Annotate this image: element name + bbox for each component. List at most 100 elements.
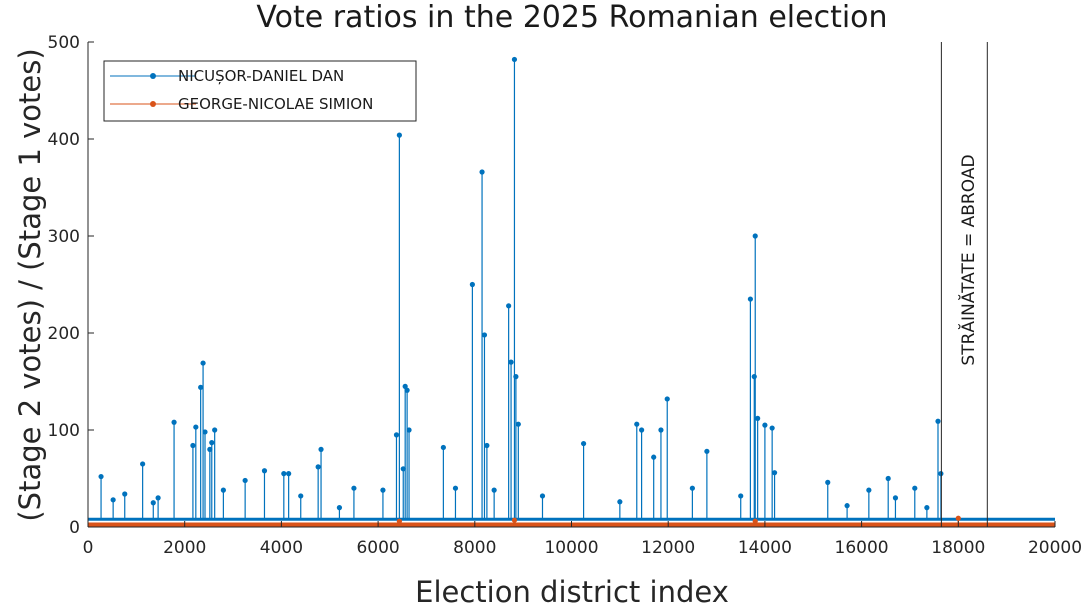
series-point (704, 448, 710, 454)
series-point (924, 505, 930, 511)
x-tick-label: 6000 (356, 538, 399, 558)
series-point (479, 169, 485, 175)
axes: 0 2000 4000 6000 8000 10000 12000 14000 16000 180… (48, 33, 1083, 558)
series-point (452, 485, 459, 491)
series-point (150, 500, 156, 506)
series-point (202, 429, 208, 435)
legend-marker-simion (150, 101, 156, 107)
series-point (751, 374, 757, 380)
series-point (220, 487, 226, 493)
series-point (402, 383, 408, 389)
series-point (336, 505, 343, 511)
y-tick-label: 300 (48, 227, 80, 247)
series-point (511, 517, 518, 523)
series-point (209, 440, 215, 446)
plot-area (88, 42, 1055, 527)
series-point (935, 418, 941, 424)
series-point (481, 332, 488, 338)
x-tick-label: 12000 (641, 538, 695, 558)
x-tick-label: 18000 (931, 538, 985, 558)
series-point (155, 495, 161, 501)
series-point (491, 487, 497, 493)
x-tick-label: 4000 (260, 538, 303, 558)
series-point (513, 374, 519, 380)
series-point (404, 387, 410, 393)
series-point (396, 518, 402, 524)
series-point (406, 427, 412, 433)
series-point (171, 419, 177, 425)
series-point (200, 360, 206, 366)
series-point (664, 396, 670, 402)
series-point (298, 493, 304, 499)
legend: NICUȘOR-DANIEL DAN GEORGE-NICOLAE SIMION (103, 60, 417, 122)
series-point (689, 485, 695, 491)
series-point (198, 384, 204, 390)
series-point (634, 421, 640, 427)
series-point (844, 503, 850, 509)
x-axis-label: Election district index (415, 575, 729, 606)
chart-title: Vote ratios in the 2025 Romanian electio… (256, 0, 887, 35)
series-point (393, 432, 400, 438)
series-0 (88, 56, 1055, 521)
series-point (98, 473, 104, 480)
series-point (617, 499, 623, 505)
x-tick-label: 16000 (835, 538, 889, 558)
series-point (580, 440, 587, 447)
series-point (771, 470, 778, 476)
y-tick-label: 400 (48, 130, 80, 150)
series-point (261, 468, 268, 474)
series-point (752, 518, 758, 524)
series-point (755, 415, 761, 421)
abroad-boundaries (940, 42, 988, 527)
series-point (955, 515, 961, 521)
series-point (508, 359, 514, 365)
series-point (506, 303, 512, 309)
series-point (762, 422, 768, 428)
series-point (440, 444, 446, 451)
series-point (286, 471, 292, 477)
series-point (866, 487, 872, 493)
data-marks (88, 56, 1055, 528)
series-point (469, 281, 475, 288)
series-point (351, 485, 357, 491)
x-tick-label: 0 (83, 538, 94, 558)
series-point (752, 233, 758, 239)
series-point (207, 446, 213, 452)
series-point (193, 424, 199, 430)
series-point (190, 442, 196, 449)
legend-label-simion: GEORGE-NICOLAE SIMION (178, 95, 373, 113)
x-tick-label: 14000 (738, 538, 792, 558)
series-point (380, 487, 386, 493)
y-tick-label: 200 (48, 324, 80, 344)
series-point (885, 475, 891, 482)
series-point (212, 427, 218, 433)
series-point (825, 479, 831, 485)
series-point (122, 491, 128, 497)
series-point (110, 497, 116, 503)
series-point (639, 427, 645, 433)
series-point (769, 425, 775, 431)
y-tick-label: 500 (48, 33, 80, 53)
series-point (912, 485, 918, 491)
abroad-annotation: STRĂINĂTATE = ABROAD (957, 154, 979, 365)
legend-marker-dan (150, 73, 156, 79)
series-point (396, 132, 402, 138)
series-point (738, 493, 744, 499)
y-tick-label: 100 (48, 421, 80, 441)
series-point (318, 446, 324, 452)
x-tick-label: 20000 (1028, 538, 1082, 558)
x-tick-label: 2000 (163, 538, 206, 558)
series-point (315, 464, 321, 470)
x-tick-label: 10000 (544, 538, 598, 558)
x-tick-label: 8000 (453, 538, 496, 558)
series-point (658, 427, 664, 433)
series-point (747, 296, 753, 302)
series-point (539, 493, 546, 499)
series-point (140, 461, 146, 467)
series-point (281, 471, 287, 477)
series-point (651, 454, 657, 460)
series-point (892, 495, 899, 501)
y-axis-label: (Stage 2 votes) / (Stage 1 votes) (13, 48, 47, 521)
series-point (515, 421, 521, 427)
